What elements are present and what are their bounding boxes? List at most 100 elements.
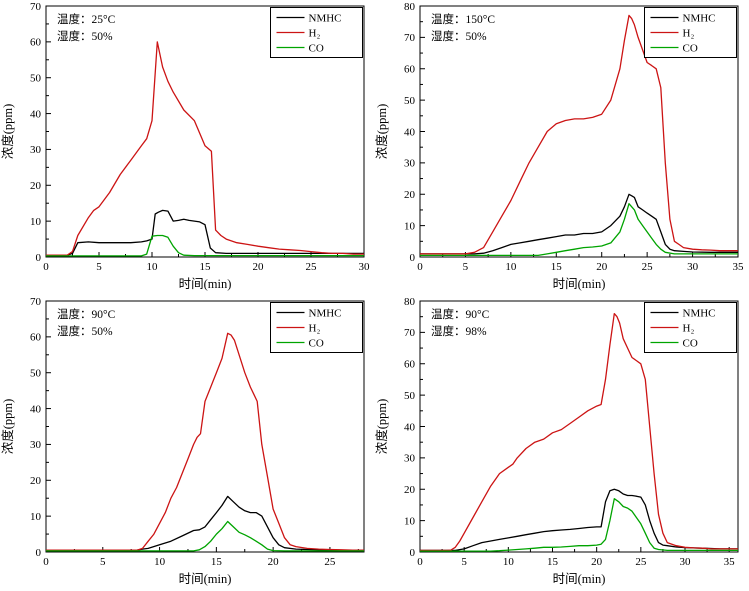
chart-temp150-hum50: 0 5 10 15 20 25 30 35 0 10 20 30 40 50 60 70 80 NMHC H₂ CO 温… xyxy=(374,0,749,295)
y-tick-label: 70 xyxy=(30,296,42,308)
series-line-CO xyxy=(46,234,364,257)
condition-annotation: 湿度：50% xyxy=(57,29,113,43)
y-tick-label: 10 xyxy=(404,515,416,527)
series-line-NMHC xyxy=(46,209,364,256)
y-tick-label: 70 xyxy=(404,32,416,44)
x-axis-title: 时间(min) xyxy=(179,572,232,586)
chart-canvas: 0 5 10 15 20 25 0 10 20 30 40 50 60 70 NMHC H₂ CO 温度：90°C… xyxy=(0,296,365,586)
legend-label: CO xyxy=(309,338,324,350)
x-tick-label: 0 xyxy=(417,261,423,273)
legend-label: CO xyxy=(683,43,698,55)
y-axis-title: 浓度(ppm) xyxy=(374,399,389,455)
chart-canvas: 0 5 10 15 20 25 30 35 0 10 20 30 40 50 60 70 80 NMHC H₂ CO 温… xyxy=(374,296,739,586)
legend-label: CO xyxy=(309,43,324,55)
chart-temp25-hum50: 0 5 10 15 20 25 30 0 10 20 30 40 50 60 70 NMHC H₂ CO 温度：25… xyxy=(0,0,374,295)
x-tick-label: 0 xyxy=(43,556,49,568)
x-tick-label: 30 xyxy=(680,556,692,568)
legend-label: H₂ xyxy=(309,28,321,40)
chart-temp90-hum98: 0 5 10 15 20 25 30 35 0 10 20 30 40 50 60 70 80 NMHC H₂ CO 温… xyxy=(374,295,749,591)
series-line-H₂ xyxy=(46,41,364,256)
legend-label: NMHC xyxy=(309,13,342,25)
y-tick-label: 80 xyxy=(404,1,416,13)
y-tick-label: 60 xyxy=(30,332,42,344)
y-tick-label: 40 xyxy=(404,126,416,138)
x-tick-label: 20 xyxy=(268,556,280,568)
y-tick-label: 70 xyxy=(30,1,42,13)
series-line-CO xyxy=(420,498,738,552)
legend-label: NMHC xyxy=(683,13,716,25)
x-tick-label: 25 xyxy=(324,556,336,568)
x-tick-label: 10 xyxy=(154,556,166,568)
x-tick-label: 5 xyxy=(463,261,469,273)
y-tick-label: 10 xyxy=(404,220,416,232)
condition-annotation: 湿度：50% xyxy=(57,324,113,338)
series-line-H₂ xyxy=(420,14,738,255)
series-line-CO xyxy=(420,203,738,257)
x-tick-label: 25 xyxy=(306,261,318,273)
y-tick-label: 30 xyxy=(404,453,416,465)
x-tick-label: 15 xyxy=(551,261,563,273)
x-tick-label: 30 xyxy=(359,261,371,273)
series-line-CO xyxy=(46,520,364,552)
y-tick-label: 20 xyxy=(404,189,416,201)
x-tick-label: 20 xyxy=(591,556,603,568)
x-tick-label: 5 xyxy=(96,261,102,273)
condition-annotation: 温度：150°C xyxy=(431,12,495,26)
x-tick-label: 35 xyxy=(724,556,736,568)
x-tick-label: 10 xyxy=(147,261,159,273)
x-tick-label: 20 xyxy=(596,261,608,273)
y-tick-label: 40 xyxy=(30,403,42,415)
y-tick-label: 0 xyxy=(36,547,42,559)
series-line-H₂ xyxy=(420,312,738,552)
condition-annotation: 湿度：50% xyxy=(431,29,487,43)
legend-label: H₂ xyxy=(683,323,695,335)
legend-label: NMHC xyxy=(683,308,716,320)
y-tick-label: 70 xyxy=(404,327,416,339)
condition-annotation: 温度：25°C xyxy=(57,12,116,26)
y-tick-label: 40 xyxy=(404,421,416,433)
y-tick-label: 20 xyxy=(404,484,416,496)
y-tick-label: 50 xyxy=(30,368,42,380)
chart-canvas: 0 5 10 15 20 25 30 0 10 20 30 40 50 60 70 NMHC H₂ CO 温度：25… xyxy=(0,1,371,291)
x-tick-label: 25 xyxy=(635,556,647,568)
legend-label: CO xyxy=(683,338,698,350)
y-axis-title: 浓度(ppm) xyxy=(0,399,15,455)
y-tick-label: 10 xyxy=(30,511,42,523)
y-tick-label: 30 xyxy=(30,439,42,451)
legend-label: NMHC xyxy=(309,308,342,320)
series-line-NMHC xyxy=(420,193,738,255)
y-tick-label: 20 xyxy=(30,180,42,192)
x-axis-title: 时间(min) xyxy=(553,572,606,586)
y-tick-label: 10 xyxy=(30,216,42,228)
y-axis-title: 浓度(ppm) xyxy=(0,104,15,160)
x-axis-title: 时间(min) xyxy=(553,277,606,291)
y-tick-label: 60 xyxy=(30,37,42,49)
x-tick-label: 10 xyxy=(505,261,517,273)
y-axis-title: 浓度(ppm) xyxy=(374,104,389,160)
y-tick-label: 30 xyxy=(404,158,416,170)
y-tick-label: 60 xyxy=(404,64,416,76)
series-line-NMHC xyxy=(420,488,738,552)
x-tick-label: 5 xyxy=(100,556,106,568)
legend-label: H₂ xyxy=(683,28,695,40)
x-tick-label: 0 xyxy=(417,556,423,568)
y-tick-label: 60 xyxy=(404,359,416,371)
y-tick-label: 40 xyxy=(30,108,42,120)
condition-annotation: 湿度：98% xyxy=(431,324,487,338)
x-tick-label: 35 xyxy=(733,261,745,273)
y-tick-label: 50 xyxy=(30,73,42,85)
x-tick-label: 15 xyxy=(200,261,212,273)
y-tick-label: 0 xyxy=(410,547,416,559)
series-line-H₂ xyxy=(46,332,364,551)
x-tick-label: 0 xyxy=(43,261,49,273)
chart-canvas: 0 5 10 15 20 25 30 35 0 10 20 30 40 50 60 70 80 NMHC H₂ CO 温… xyxy=(374,1,745,291)
condition-annotation: 温度：90°C xyxy=(57,307,116,321)
y-tick-label: 50 xyxy=(404,390,416,402)
y-tick-label: 80 xyxy=(404,296,416,308)
y-tick-label: 0 xyxy=(36,252,42,264)
legend-label: H₂ xyxy=(309,323,321,335)
x-tick-label: 5 xyxy=(461,556,467,568)
y-tick-label: 50 xyxy=(404,95,416,107)
x-axis-title: 时间(min) xyxy=(179,277,232,291)
